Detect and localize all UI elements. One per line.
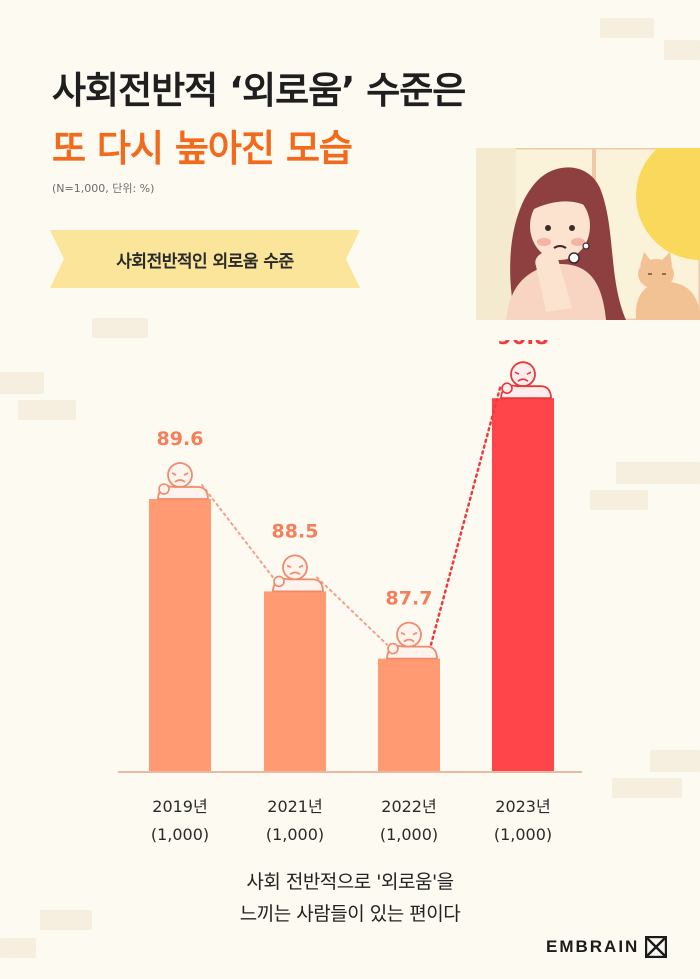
bar-2021년: [264, 591, 326, 772]
sad-person-icon: [501, 362, 551, 398]
chart-banner: 사회전반적인 외로움 수준: [50, 228, 360, 290]
summary-text: 사회 전반적으로 '외로움'을 느끼는 사람들이 있는 편이다: [0, 866, 700, 930]
summary-line2: 느끼는 사람들이 있는 편이다: [0, 898, 700, 930]
lonely-girl-illustration: [476, 148, 700, 320]
brand-name: EMBRAIN: [546, 937, 639, 957]
page-title-line1: 사회전반적 ‘외로움’ 수준은: [52, 60, 465, 114]
sad-person-icon: [158, 463, 208, 499]
x-tick-label: 2023년: [495, 797, 550, 816]
summary-line1: 사회 전반적으로 '외로움'을: [0, 866, 700, 898]
value-label: 90.8: [497, 340, 549, 349]
sample-size-label: (1,000): [266, 825, 324, 844]
x-tick-label: 2019년: [152, 797, 207, 816]
bar-2022년: [378, 659, 440, 772]
trend-connector-line: [202, 485, 273, 577]
bar-2019년: [149, 499, 211, 772]
background-brick: [92, 318, 148, 338]
embrain-logo-icon: [645, 936, 667, 958]
sample-size-label: (1,000): [494, 825, 552, 844]
chart-banner-label: 사회전반적인 외로움 수준: [50, 228, 360, 290]
sad-person-icon: [273, 555, 323, 591]
value-label: 87.7: [386, 588, 433, 610]
sad-person-icon: [387, 623, 437, 659]
background-brick: [664, 40, 700, 60]
trend-connector-line: [317, 577, 387, 644]
bar-2023년: [492, 398, 554, 772]
background-brick: [600, 18, 654, 38]
brand-logo: EMBRAIN: [546, 936, 667, 958]
sample-size-label: (1,000): [380, 825, 438, 844]
x-tick-label: 2022년: [381, 797, 436, 816]
value-label: 88.5: [272, 520, 319, 542]
page-title-line2: 또 다시 높아진 모습: [52, 118, 352, 172]
bar-chart: 89.6 88.5 87.7 90.8 2019년 (1,000) 2021년 (1,000…: [0, 340, 700, 850]
sample-size-label: (1,000): [151, 825, 209, 844]
x-tick-label: 2021년: [267, 797, 322, 816]
value-label: 89.6: [157, 428, 204, 450]
background-brick: [0, 938, 36, 958]
trend-connector-line: [431, 384, 501, 644]
sample-note: (N=1,000, 단위: %): [52, 180, 154, 196]
